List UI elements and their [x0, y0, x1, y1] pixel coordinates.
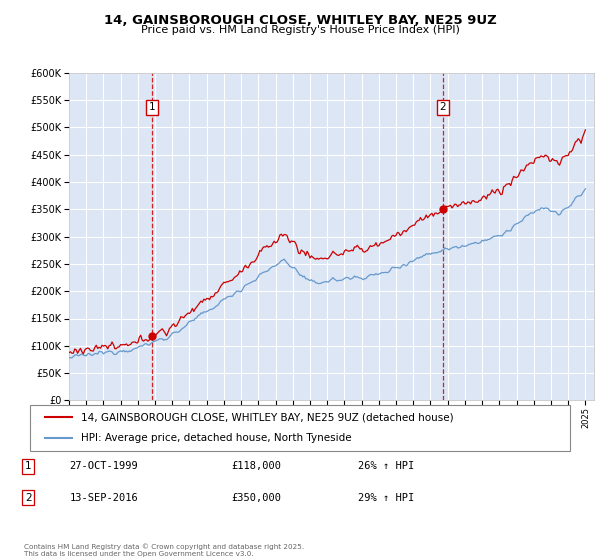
Text: 27-OCT-1999: 27-OCT-1999	[70, 461, 139, 472]
Text: 29% ↑ HPI: 29% ↑ HPI	[358, 493, 414, 503]
Text: £118,000: £118,000	[231, 461, 281, 472]
Text: £350,000: £350,000	[231, 493, 281, 503]
Text: 14, GAINSBOROUGH CLOSE, WHITLEY BAY, NE25 9UZ: 14, GAINSBOROUGH CLOSE, WHITLEY BAY, NE2…	[104, 14, 496, 27]
Text: 14, GAINSBOROUGH CLOSE, WHITLEY BAY, NE25 9UZ (detached house): 14, GAINSBOROUGH CLOSE, WHITLEY BAY, NE2…	[82, 412, 454, 422]
Text: Price paid vs. HM Land Registry's House Price Index (HPI): Price paid vs. HM Land Registry's House …	[140, 25, 460, 35]
FancyBboxPatch shape	[30, 405, 570, 451]
Text: 13-SEP-2016: 13-SEP-2016	[70, 493, 139, 503]
Text: HPI: Average price, detached house, North Tyneside: HPI: Average price, detached house, Nort…	[82, 433, 352, 444]
Text: 1: 1	[149, 102, 155, 112]
Text: 26% ↑ HPI: 26% ↑ HPI	[358, 461, 414, 472]
Text: 1: 1	[25, 461, 31, 472]
Text: 2: 2	[25, 493, 31, 503]
Text: 2: 2	[439, 102, 446, 112]
Text: Contains HM Land Registry data © Crown copyright and database right 2025.
This d: Contains HM Land Registry data © Crown c…	[24, 544, 304, 557]
